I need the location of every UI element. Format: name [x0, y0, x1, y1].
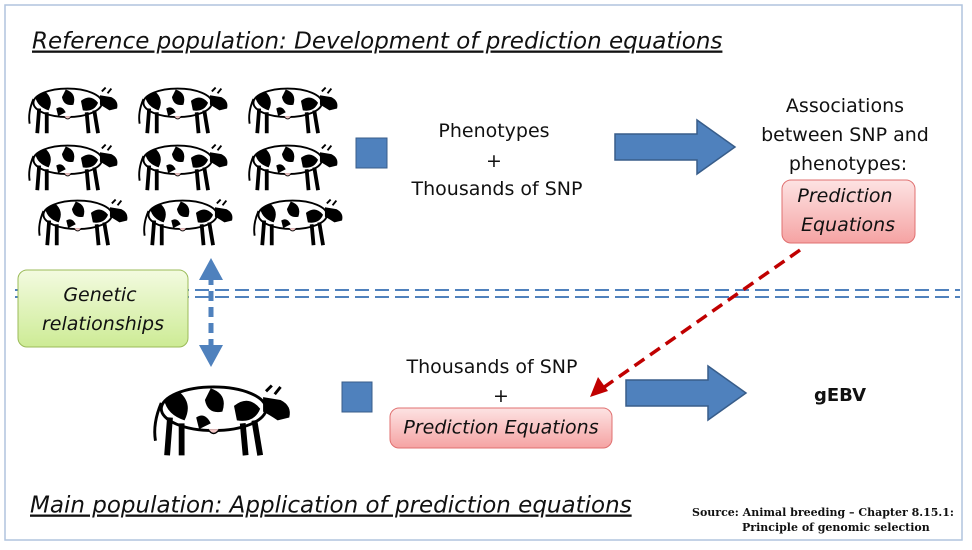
- genetic-label: Genetic relationships: [42, 284, 164, 335]
- equations-label: Prediction Equations: [797, 185, 898, 236]
- associations: Associations between SNP and phenotypes:: [761, 95, 935, 175]
- reference-input: Phenotypes + Thousands of SNP: [411, 120, 583, 200]
- arrow: [625, 364, 748, 422]
- main-input: Thousands of SNP +: [405, 356, 583, 407]
- arrow: [614, 118, 737, 176]
- relationship-arrow: [199, 258, 223, 367]
- output: gEBV: [814, 385, 866, 406]
- genetic-box: [17, 269, 189, 348]
- equations-label: Prediction Equations: [403, 417, 598, 439]
- frame: [4, 4, 963, 541]
- equations-box: [781, 179, 916, 244]
- equations-box: [389, 407, 613, 449]
- square: [341, 381, 373, 413]
- source: Source: Animal breeding – Chapter 8.15.1…: [692, 506, 958, 534]
- reference-cows: [27, 85, 345, 248]
- separator: [15, 289, 960, 298]
- application-arrow: [590, 248, 802, 397]
- main-cow: [155, 386, 290, 456]
- reference-title: Reference population: Development of pre…: [32, 29, 722, 55]
- main-title: Main population: Application of predicti…: [30, 493, 632, 519]
- square: [355, 137, 388, 169]
